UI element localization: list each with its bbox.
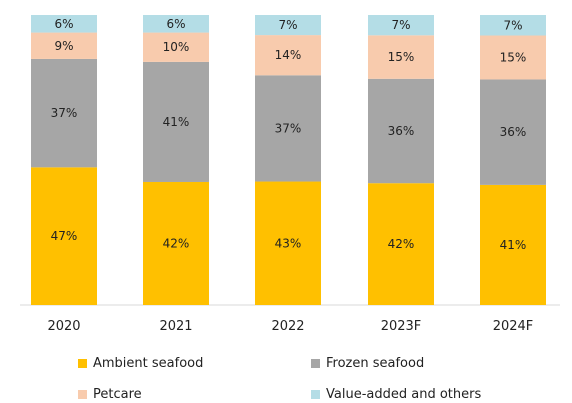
legend-item-ambient-seafood: Ambient seafood: [78, 356, 203, 371]
data-label-2024F-3: 7%: [503, 18, 522, 32]
bar-segment-2023F-1: [368, 78, 434, 184]
data-label-2024F-1: 36%: [500, 125, 527, 139]
legend-swatch-frozen-seafood: [311, 359, 320, 368]
data-label-2021-3: 6%: [166, 17, 185, 31]
bar-segment-2024F-1: [480, 79, 546, 185]
bar-segment-2021-1: [143, 61, 209, 182]
bar-segment-2020-2: [31, 32, 97, 59]
bar-segment-2021-2: [143, 32, 209, 62]
data-label-2023F-0: 42%: [388, 237, 415, 251]
data-label-2024F-0: 41%: [500, 238, 527, 252]
bar-segment-2020-3: [31, 15, 97, 33]
legend-label-frozen-seafood: Frozen seafood: [326, 356, 425, 371]
data-label-2020-2: 9%: [54, 39, 73, 53]
legend-swatch-ambient-seafood: [78, 359, 87, 368]
legend-swatch-value-added: [311, 390, 320, 399]
legend-item-value-added: Value-added and others: [311, 387, 481, 402]
x-tick-label-2021: 2021: [159, 319, 192, 334]
bar-segment-2021-3: [143, 15, 209, 33]
data-label-2023F-3: 7%: [391, 18, 410, 32]
data-label-2023F-1: 36%: [388, 124, 415, 138]
data-label-2022-3: 7%: [278, 18, 297, 32]
data-label-2020-1: 37%: [51, 106, 78, 120]
legend-item-frozen-seafood: Frozen seafood: [311, 356, 424, 371]
data-label-2022-0: 43%: [275, 236, 302, 250]
legend-label-value-added: Value-added and others: [326, 387, 482, 402]
legend-label-petcare: Petcare: [93, 387, 142, 402]
bar-segment-2024F-0: [480, 184, 546, 305]
bar-segment-2020-0: [31, 167, 97, 305]
data-label-2021-0: 42%: [163, 236, 190, 250]
bar-segment-2022-3: [255, 15, 321, 36]
bar-segment-2023F-0: [368, 183, 434, 305]
legend-swatch-petcare: [78, 390, 87, 399]
data-label-2020-3: 6%: [54, 17, 73, 31]
bar-segment-2024F-3: [480, 15, 546, 36]
bar-segment-2023F-3: [368, 15, 434, 36]
x-tick-label-2020: 2020: [47, 319, 80, 334]
bar-segment-2021-0: [143, 181, 209, 305]
data-label-2022-2: 14%: [275, 48, 302, 62]
bar-segment-2022-0: [255, 181, 321, 305]
data-label-2023F-2: 15%: [388, 50, 415, 64]
data-label-2022-1: 37%: [275, 121, 302, 135]
bar-segment-2022-2: [255, 35, 321, 76]
bar-segment-2022-1: [255, 75, 321, 182]
x-tick-label-2024F: 2024F: [493, 319, 534, 334]
x-tick-label-2022: 2022: [271, 319, 304, 334]
x-tick-label-2023F: 2023F: [381, 319, 422, 334]
bar-segment-2024F-2: [480, 35, 546, 80]
legend-label-ambient-seafood: Ambient seafood: [93, 356, 204, 371]
data-label-2021-2: 10%: [163, 40, 190, 54]
data-label-2024F-2: 15%: [500, 50, 527, 64]
data-label-2020-0: 47%: [51, 229, 78, 243]
bar-segment-2023F-2: [368, 35, 434, 79]
bar-segment-2020-1: [31, 58, 97, 168]
data-label-2021-1: 41%: [163, 115, 190, 129]
legend-item-petcare: Petcare: [78, 387, 142, 402]
